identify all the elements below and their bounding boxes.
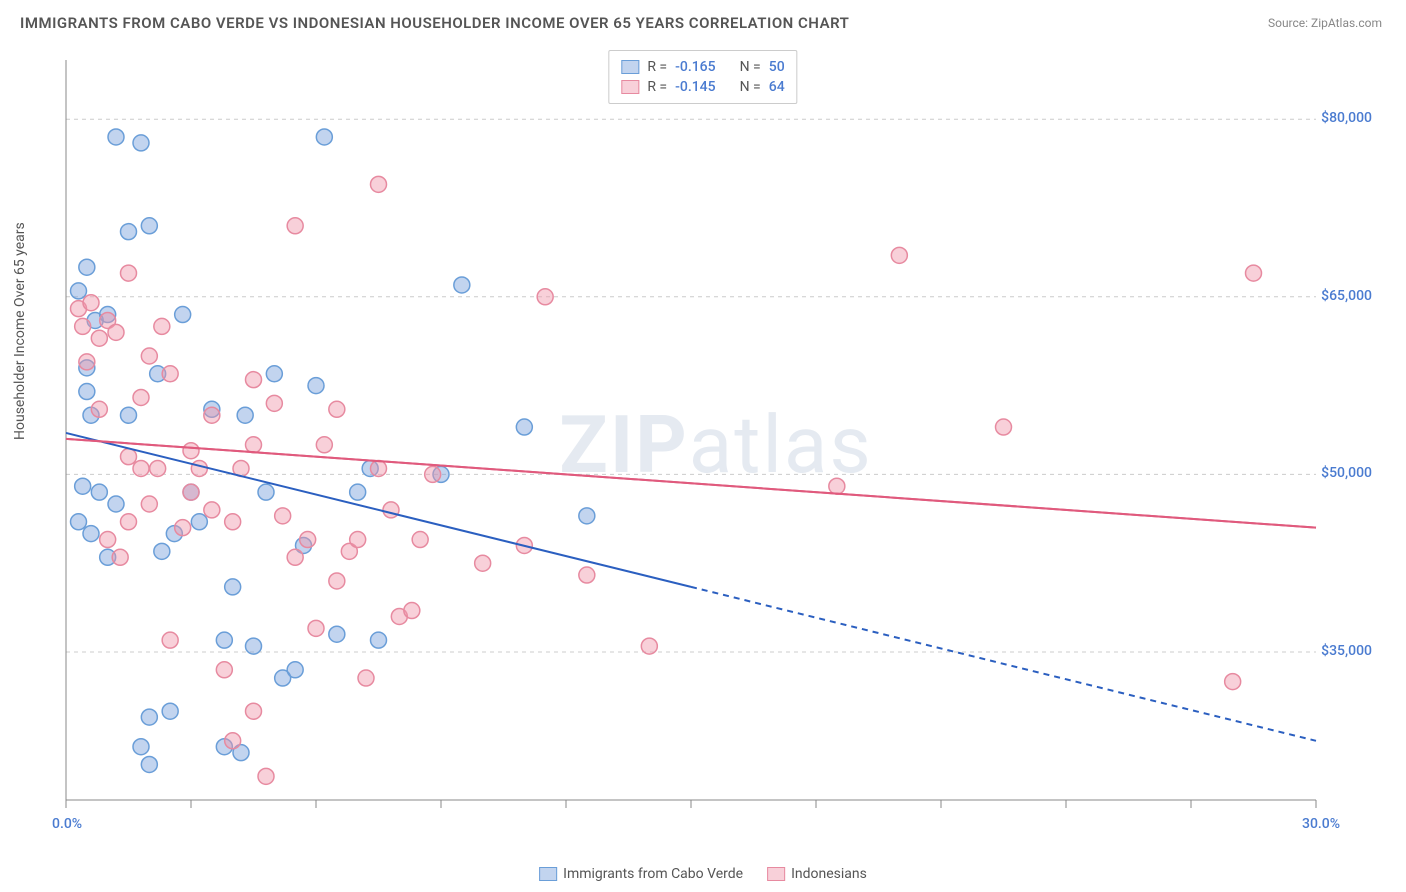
r-label-1: R =: [647, 59, 667, 75]
legend-row-2: R = -0.145 N = 64: [621, 77, 784, 97]
swatch-series-2: [621, 80, 639, 94]
x-tick-label: 30.0%: [1302, 816, 1340, 832]
correlation-legend: R = -0.165 N = 50 R = -0.145 N = 64: [608, 50, 797, 104]
y-tick-label: $35,000: [1321, 643, 1372, 659]
n-value-2: 64: [769, 79, 785, 95]
r-value-2: -0.145: [675, 79, 715, 95]
x-tick-label: 0.0%: [52, 816, 82, 832]
source-attribution: Source: ZipAtlas.com: [1268, 16, 1382, 30]
n-value-1: 50: [769, 59, 785, 75]
bottom-legend: Immigrants from Cabo Verde Indonesians: [539, 866, 867, 882]
y-tick-label: $80,000: [1321, 110, 1372, 126]
chart-container: ZIPatlas $35,000$50,000$65,000$80,0000.0…: [56, 50, 1376, 840]
swatch-bottom-2: [767, 867, 785, 881]
y-axis-label: Householder Income Over 65 years: [12, 222, 28, 440]
bottom-legend-item-2: Indonesians: [767, 866, 867, 882]
legend-row-1: R = -0.165 N = 50: [621, 57, 784, 77]
r-label-2: R =: [647, 79, 667, 95]
series-name-1: Immigrants from Cabo Verde: [563, 866, 743, 882]
n-label-1: N =: [740, 59, 761, 75]
swatch-bottom-1: [539, 867, 557, 881]
plot-area: [56, 50, 1376, 840]
n-label-2: N =: [740, 79, 761, 95]
swatch-series-1: [621, 60, 639, 74]
chart-title: IMMIGRANTS FROM CABO VERDE VS INDONESIAN…: [20, 14, 849, 32]
bottom-legend-item-1: Immigrants from Cabo Verde: [539, 866, 743, 882]
r-value-1: -0.165: [675, 59, 715, 75]
y-tick-label: $65,000: [1321, 288, 1372, 304]
series-name-2: Indonesians: [791, 866, 867, 882]
y-tick-label: $50,000: [1321, 465, 1372, 481]
